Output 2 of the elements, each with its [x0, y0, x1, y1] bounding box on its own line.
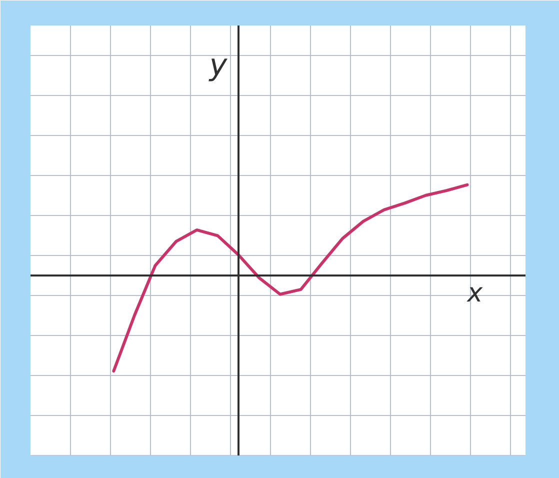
x-axis-title: x — [466, 278, 484, 309]
y-axis-title: y — [208, 48, 228, 84]
